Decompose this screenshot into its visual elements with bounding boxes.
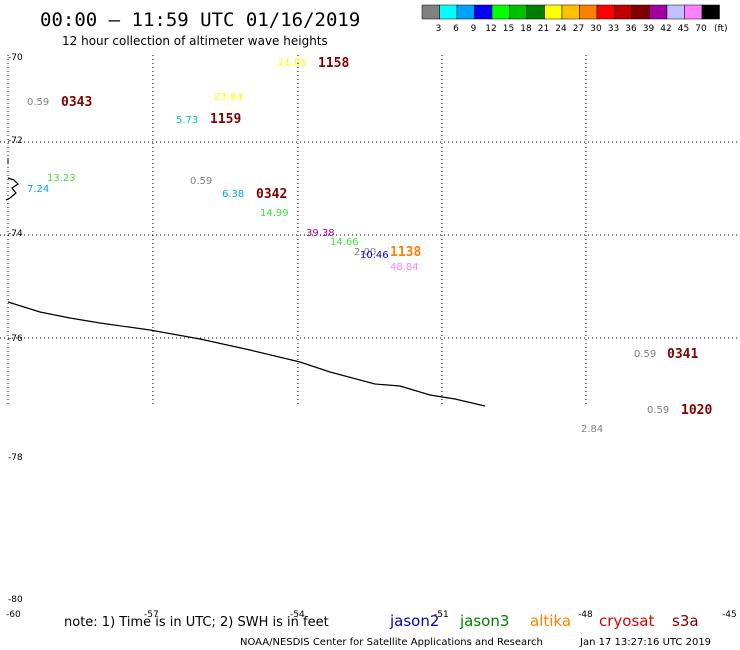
wave-height-reading: 0.59: [190, 176, 212, 187]
footer-note: note: 1) Time is in UTC; 2) SWH is in fe…: [64, 615, 329, 630]
pass-time-label: 0342: [256, 187, 287, 202]
wave-height-reading: 2.84: [581, 424, 603, 435]
wave-height-reading: 6.38: [222, 189, 244, 200]
wave-height-reading: 10.46: [360, 250, 389, 261]
pass-time-label: 0343: [61, 95, 92, 110]
wave-height-reading: 21.85: [278, 58, 307, 69]
legend-bin-label: 42: [660, 24, 671, 34]
pass-time-label: 0341: [667, 347, 698, 362]
legend-swatch: [631, 4, 650, 20]
legend-bin-label: 33: [608, 24, 619, 34]
latitude-label: -80: [8, 595, 23, 605]
wave-height-reading: 48.84: [390, 262, 419, 273]
legend-swatch: [421, 4, 440, 20]
legend-bin-label: 9: [471, 24, 477, 34]
longitude-labels: -60 -57 -54 -51 -48 -45: [6, 610, 737, 620]
wave-height-reading: 2.00: [354, 247, 376, 258]
wave-heights: 21.85 23.84 0.59 5.73 13.23 7.24 0.59 6.…: [27, 58, 669, 435]
longitude-label: -51: [434, 610, 449, 620]
legend-bin-label: 24: [555, 24, 567, 34]
generated-timestamp: Jan 17 13:27:16 UTC 2019: [579, 637, 711, 648]
legend-swatch: [474, 4, 493, 20]
wave-height-reading: 0.59: [27, 97, 49, 108]
wave-height-reading: 0.59: [647, 405, 669, 416]
satellite-legend: jason2 jason3 altika cryosat s3a: [389, 612, 699, 630]
legend-bin-label: 70: [695, 24, 707, 34]
legend-bin-label: 15: [503, 24, 514, 34]
latitude-labels: -70 -72 -74 -76 -78 -80: [8, 53, 23, 605]
legend-bin-label: 3: [436, 24, 442, 34]
wave-height-reading: 23.84: [214, 92, 243, 103]
satellite-name: altika: [530, 612, 571, 630]
legend-bin-label: 6: [453, 24, 459, 34]
graticule: [0, 55, 740, 405]
pass-time-label: 1159: [210, 112, 241, 127]
legend-swatch: [439, 4, 458, 20]
longitude-label: -45: [722, 610, 737, 620]
pass-time-label: 1020: [681, 403, 712, 418]
wave-height-reading: 7.24: [27, 184, 49, 195]
legend-swatch: [614, 4, 633, 20]
legend-swatch: [684, 4, 703, 20]
legend-swatch: [596, 4, 615, 20]
color-legend: 3 6 9 12 15 18 21 24 27 30 33 36 39 42 45 70: [421, 4, 720, 34]
longitude-label: -54: [290, 610, 305, 620]
longitude-label: -57: [144, 610, 159, 620]
legend-swatch: [544, 4, 563, 20]
legend-swatch: [491, 4, 510, 20]
legend-bin-label: 18: [520, 24, 532, 34]
legend-swatch: [526, 4, 545, 20]
legend-swatch: [649, 4, 668, 20]
legend-bin-label: 30: [590, 24, 602, 34]
wave-height-reading: 14.66: [330, 237, 359, 248]
legend-bin-label: 12: [485, 24, 496, 34]
wave-height-reading: 5.73: [176, 115, 198, 126]
latitude-label: -72: [8, 136, 23, 146]
longitude-label: -48: [578, 610, 593, 620]
credit-text: NOAA/NESDIS Center for Satellite Applica…: [240, 637, 543, 648]
pass-time-label: 1158: [318, 56, 349, 71]
latitude-label: -78: [8, 453, 23, 463]
wave-height-reading: 14.99: [260, 208, 289, 219]
legend-swatch: [456, 4, 475, 20]
pass-times: 1158 0343 1159 0342 1138 0341 1020: [61, 56, 712, 418]
legend-unit: (ft): [714, 24, 728, 34]
page-subtitle: 12 hour collection of altimeter wave hei…: [62, 34, 328, 48]
pass-time-label: 1138: [390, 245, 421, 260]
longitude-label: -60: [6, 610, 21, 620]
legend-bin-label: 27: [573, 24, 584, 34]
legend-bin-label: 45: [678, 24, 689, 34]
legend-bin-label: 39: [643, 24, 655, 34]
legend-bin-label: 36: [625, 24, 637, 34]
legend-swatch: [666, 4, 685, 20]
legend-swatch: [509, 4, 528, 20]
legend-swatch: [579, 4, 598, 20]
legend-bin-label: 21: [538, 24, 549, 34]
wave-height-reading: 0.59: [634, 349, 656, 360]
satellite-name: s3a: [672, 612, 699, 630]
wave-height-reading: 13.23: [47, 173, 76, 184]
satellite-name: jason2: [389, 612, 439, 630]
satellite-name: jason3: [459, 612, 509, 630]
latitude-label: -76: [8, 334, 23, 344]
satellite-name: cryosat: [599, 612, 654, 630]
legend-swatch: [701, 4, 720, 20]
latitude-label: -74: [8, 229, 23, 239]
page-title: 00:00 – 11:59 UTC 01/16/2019: [40, 9, 360, 31]
coastline: [7, 301, 486, 407]
wave-height-reading: 39.38: [306, 228, 335, 239]
legend-swatch: [561, 4, 580, 20]
latitude-label: -70: [8, 53, 23, 63]
coastline-island: [5, 177, 19, 201]
